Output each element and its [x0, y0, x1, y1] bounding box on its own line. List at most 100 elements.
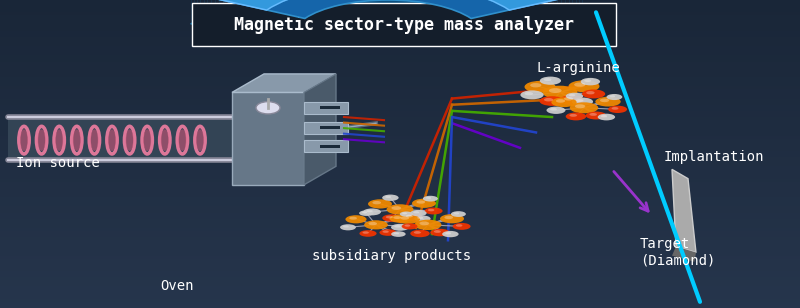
- Ellipse shape: [350, 217, 357, 220]
- Ellipse shape: [178, 129, 186, 151]
- Ellipse shape: [405, 225, 410, 227]
- Polygon shape: [672, 246, 696, 262]
- Wedge shape: [190, 0, 586, 10]
- Ellipse shape: [394, 216, 401, 219]
- Ellipse shape: [394, 225, 401, 228]
- Ellipse shape: [412, 199, 436, 208]
- Bar: [304, 122, 348, 134]
- Ellipse shape: [346, 215, 366, 223]
- Bar: [8, 117, 232, 160]
- Bar: [320, 145, 340, 148]
- Ellipse shape: [20, 129, 28, 151]
- Ellipse shape: [196, 129, 204, 151]
- Ellipse shape: [451, 211, 466, 217]
- Ellipse shape: [73, 129, 81, 151]
- Polygon shape: [672, 169, 696, 253]
- Ellipse shape: [390, 215, 410, 223]
- Ellipse shape: [340, 224, 356, 230]
- Ellipse shape: [38, 129, 46, 151]
- Ellipse shape: [55, 129, 63, 151]
- Ellipse shape: [601, 115, 607, 117]
- Ellipse shape: [569, 80, 599, 92]
- Ellipse shape: [425, 208, 442, 214]
- Ellipse shape: [406, 215, 413, 217]
- Ellipse shape: [564, 97, 573, 100]
- Ellipse shape: [566, 93, 583, 99]
- Ellipse shape: [606, 94, 622, 100]
- Ellipse shape: [413, 211, 419, 213]
- Ellipse shape: [391, 231, 406, 237]
- Ellipse shape: [414, 231, 421, 234]
- Ellipse shape: [402, 223, 418, 229]
- Ellipse shape: [608, 106, 627, 113]
- Ellipse shape: [582, 89, 606, 99]
- Ellipse shape: [442, 231, 458, 237]
- Ellipse shape: [540, 77, 561, 85]
- Ellipse shape: [379, 229, 397, 236]
- Ellipse shape: [598, 114, 615, 120]
- Ellipse shape: [359, 210, 374, 216]
- Ellipse shape: [394, 232, 399, 234]
- Ellipse shape: [434, 230, 441, 233]
- Wedge shape: [229, 0, 547, 10]
- Ellipse shape: [428, 209, 434, 211]
- Ellipse shape: [386, 216, 393, 218]
- Ellipse shape: [416, 200, 425, 204]
- Ellipse shape: [569, 94, 575, 96]
- Ellipse shape: [391, 224, 409, 231]
- Ellipse shape: [525, 92, 533, 95]
- Ellipse shape: [369, 222, 377, 225]
- Ellipse shape: [410, 230, 430, 237]
- Ellipse shape: [549, 88, 562, 93]
- Ellipse shape: [414, 216, 430, 222]
- Ellipse shape: [402, 213, 422, 221]
- Bar: [192, 3, 616, 46]
- Ellipse shape: [550, 108, 557, 111]
- Ellipse shape: [586, 91, 594, 94]
- Text: Ion source: Ion source: [16, 156, 100, 170]
- Ellipse shape: [590, 113, 597, 116]
- Ellipse shape: [90, 129, 98, 151]
- Ellipse shape: [143, 129, 151, 151]
- Ellipse shape: [385, 196, 391, 198]
- Ellipse shape: [544, 78, 551, 81]
- Ellipse shape: [410, 210, 426, 216]
- Ellipse shape: [402, 213, 407, 214]
- Wedge shape: [266, 0, 510, 18]
- Ellipse shape: [440, 214, 464, 223]
- Bar: [304, 102, 348, 114]
- Ellipse shape: [572, 98, 593, 106]
- Ellipse shape: [600, 99, 609, 102]
- Ellipse shape: [417, 217, 423, 219]
- Ellipse shape: [445, 232, 451, 234]
- Ellipse shape: [362, 231, 369, 234]
- Ellipse shape: [586, 111, 606, 120]
- Ellipse shape: [396, 215, 420, 224]
- Ellipse shape: [161, 129, 169, 151]
- Ellipse shape: [539, 96, 565, 106]
- Ellipse shape: [454, 212, 459, 214]
- Ellipse shape: [544, 98, 553, 101]
- Ellipse shape: [400, 212, 413, 217]
- Ellipse shape: [400, 216, 409, 220]
- Text: L-arginine: L-arginine: [536, 61, 620, 75]
- Ellipse shape: [456, 224, 462, 227]
- Ellipse shape: [584, 79, 591, 82]
- Text: Oven: Oven: [160, 279, 194, 294]
- Ellipse shape: [426, 197, 431, 199]
- Bar: [304, 140, 348, 152]
- Ellipse shape: [525, 81, 555, 93]
- Ellipse shape: [256, 102, 280, 114]
- Ellipse shape: [610, 95, 615, 97]
- Ellipse shape: [453, 223, 470, 230]
- Polygon shape: [232, 74, 336, 92]
- Ellipse shape: [366, 210, 373, 212]
- Ellipse shape: [576, 99, 583, 102]
- Bar: [320, 106, 340, 109]
- Ellipse shape: [364, 220, 388, 229]
- Text: Magnetic sector-type mass analyzer: Magnetic sector-type mass analyzer: [234, 15, 574, 34]
- Polygon shape: [190, 0, 586, 41]
- Ellipse shape: [551, 97, 577, 107]
- Bar: [320, 126, 340, 129]
- Ellipse shape: [391, 206, 402, 210]
